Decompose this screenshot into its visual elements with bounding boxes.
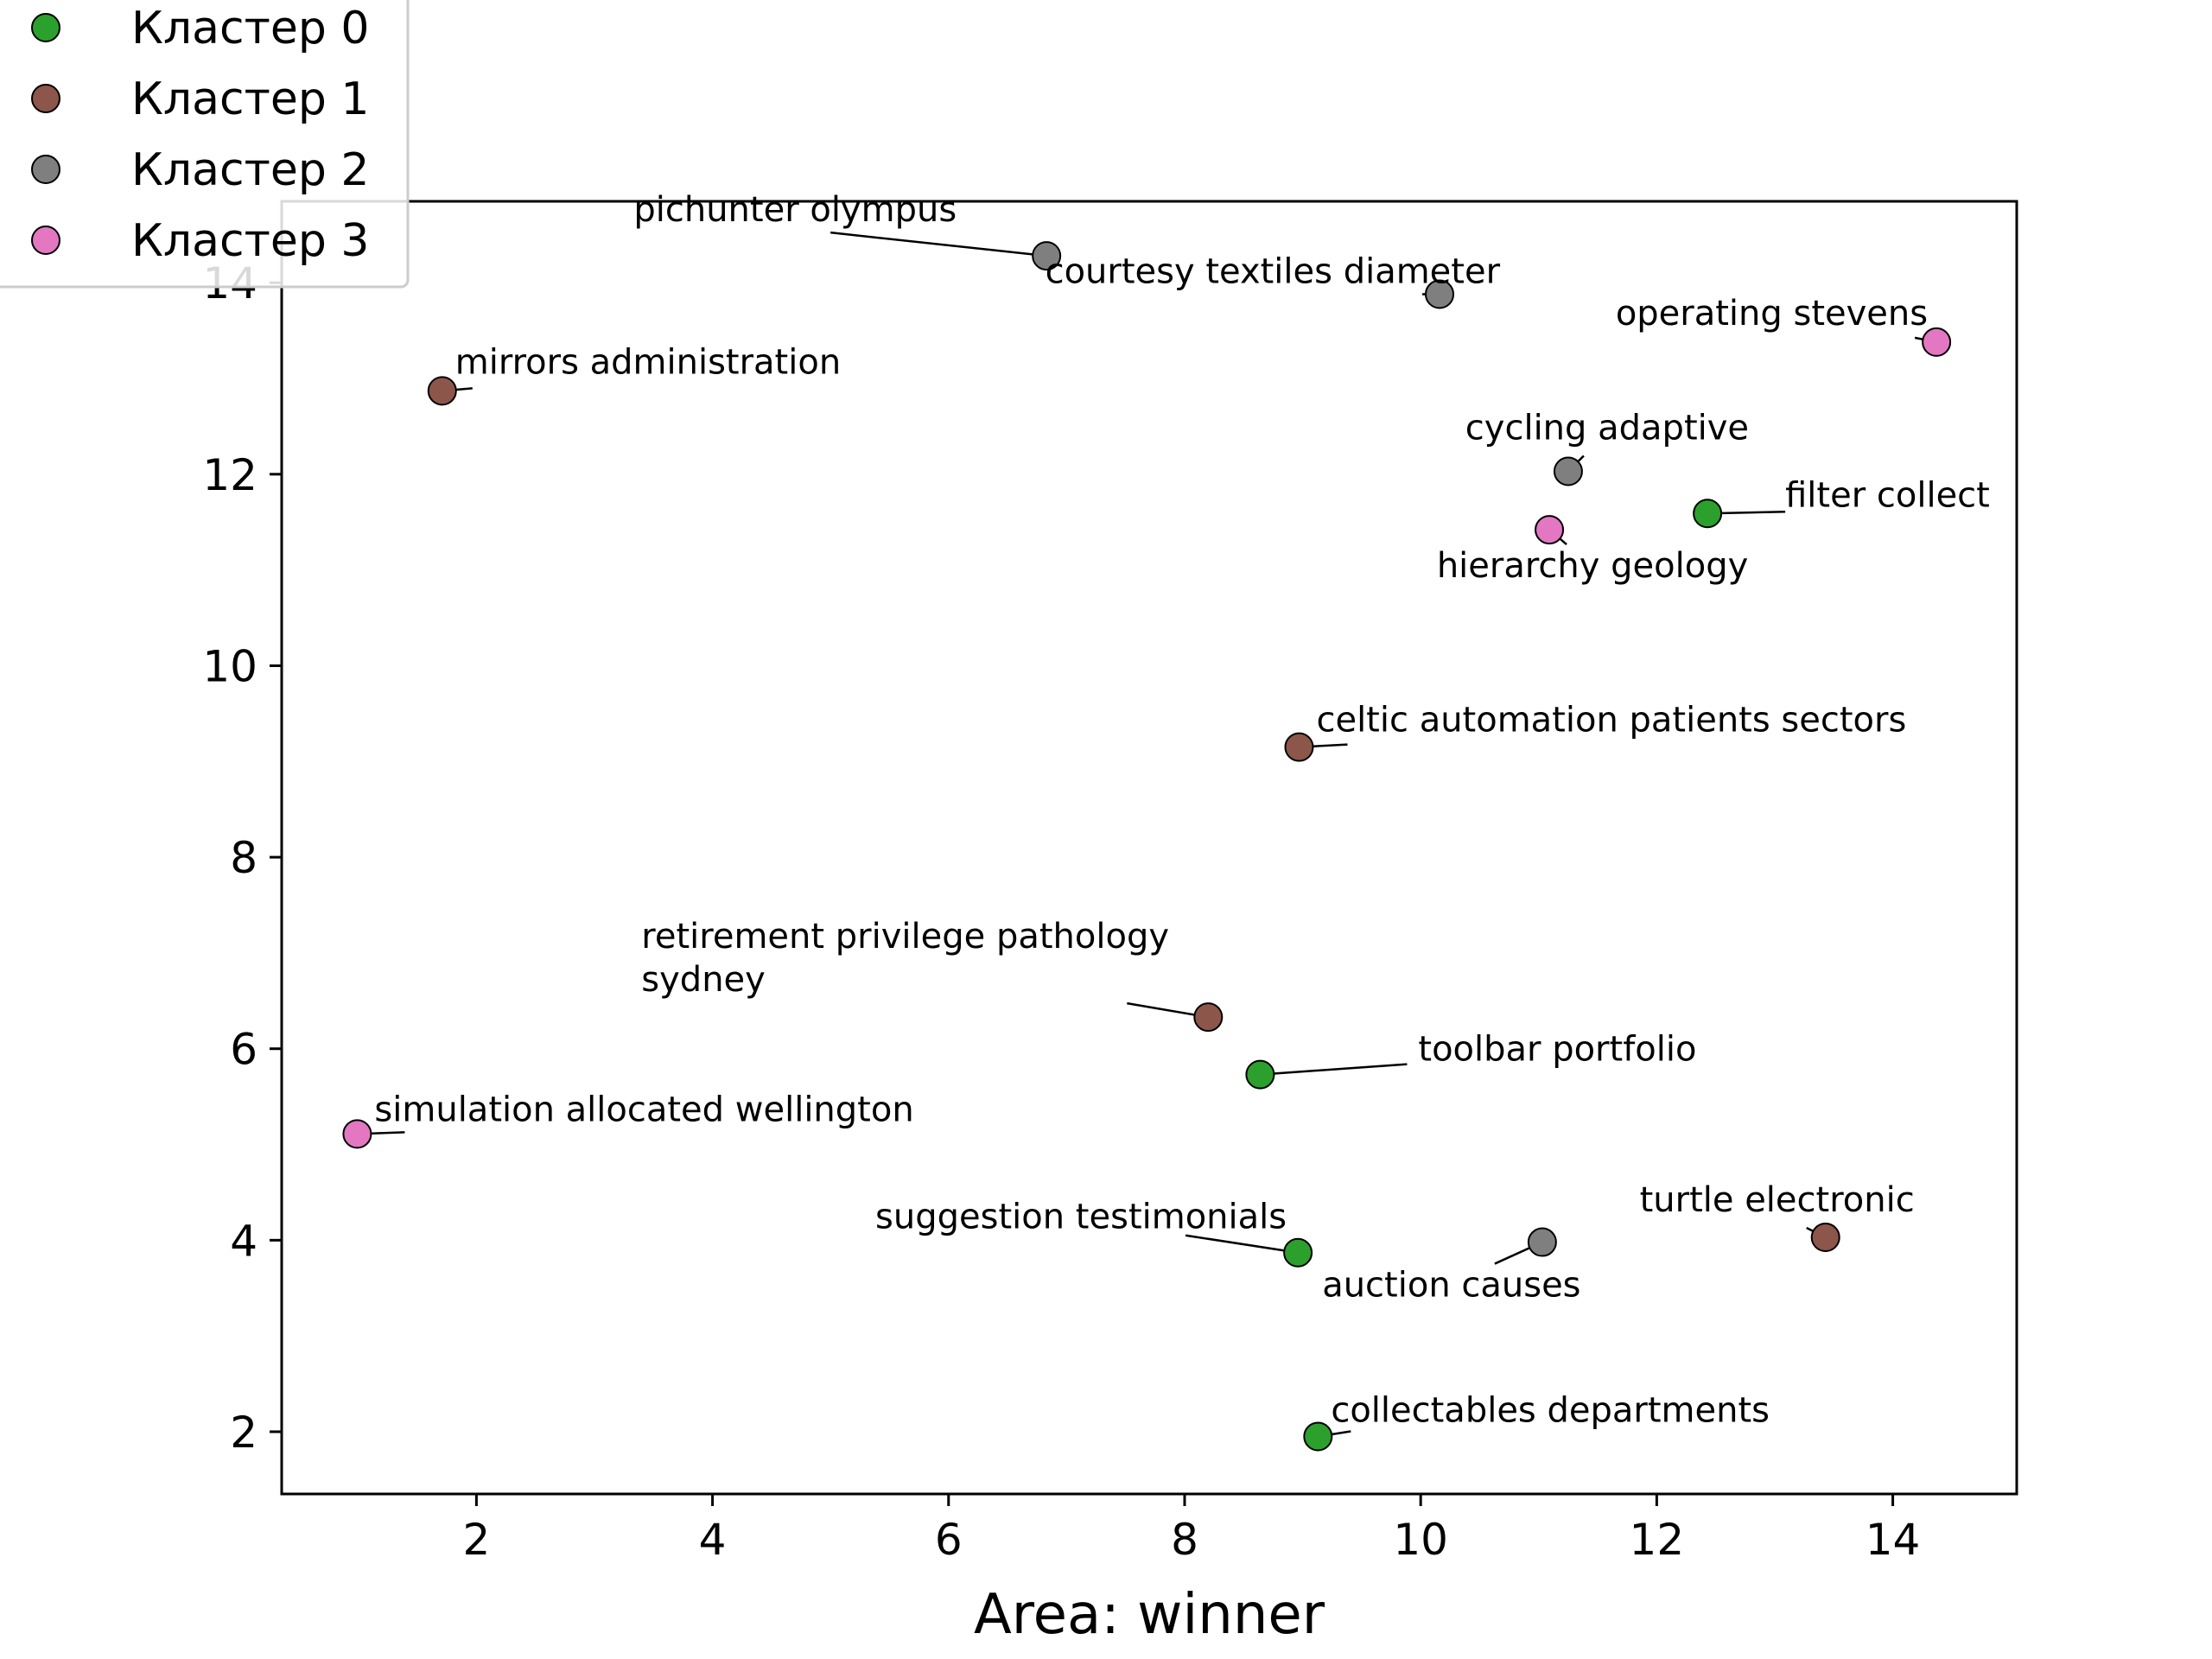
x-tick-label: 4 <box>699 1515 727 1565</box>
data-point <box>1527 1227 1557 1257</box>
data-point <box>1193 1002 1224 1033</box>
point-label: simulation allocated wellington <box>374 1090 913 1129</box>
data-point <box>1245 1059 1275 1090</box>
point-label: mirrors administration <box>455 342 841 382</box>
data-point <box>1283 1237 1313 1268</box>
x-tick-label: 8 <box>1171 1515 1198 1565</box>
data-point <box>1425 279 1455 309</box>
legend-marker <box>31 13 60 42</box>
x-axis-title: Area: winner <box>974 1583 1325 1647</box>
x-tick-label: 14 <box>1866 1515 1921 1565</box>
data-points <box>342 241 1952 1452</box>
data-point <box>342 1119 372 1149</box>
leader-line <box>1185 1234 1299 1254</box>
legend-marker <box>31 84 60 113</box>
point-label: retirement privilege pathology sydney <box>641 917 1169 1000</box>
data-point <box>1284 732 1314 762</box>
legend: Кластер 0 Кластер 1 Кластер 2 Кластер 3 <box>0 0 410 289</box>
data-point <box>427 376 457 406</box>
leader-line <box>830 231 1047 257</box>
point-label: auction causes <box>1322 1266 1580 1306</box>
point-label: operating stevens <box>1616 294 1928 334</box>
point-label: toolbar portfolio <box>1418 1030 1696 1070</box>
data-point <box>1922 327 1952 357</box>
plot-area <box>280 200 2018 1496</box>
point-labels: filter collect toolbar portfolio suggestio… <box>374 190 1989 1430</box>
point-label-line: retirement privilege pathology <box>641 917 1169 957</box>
point-label-line: sydney <box>641 960 766 1000</box>
legend-label: Кластер 1 <box>131 73 370 125</box>
legend-label: Кластер 0 <box>131 3 370 54</box>
legend-box <box>0 0 410 289</box>
data-point <box>1810 1223 1840 1253</box>
point-label: pichunter olympus <box>633 190 957 230</box>
point-label: celtic automation patients sectors <box>1316 701 1906 741</box>
data-point <box>1303 1421 1333 1452</box>
x-tick-label: 12 <box>1630 1515 1685 1565</box>
y-tick-label: 10 <box>202 641 257 691</box>
y-tick-label: 6 <box>230 1025 257 1075</box>
legend-marker <box>31 155 60 184</box>
x-tick-label: 10 <box>1393 1515 1448 1565</box>
legend-label: Кластер 2 <box>131 144 370 196</box>
point-label: hierarchy geology <box>1437 546 1748 586</box>
point-label: collectables departments <box>1331 1391 1770 1431</box>
y-tick-label: 4 <box>230 1216 257 1266</box>
data-point <box>1553 456 1583 486</box>
data-point <box>1535 515 1565 545</box>
y-tick-label: 12 <box>202 450 257 500</box>
legend-marker <box>31 226 60 255</box>
x-tick-label: 2 <box>462 1515 490 1565</box>
point-label: suggestion testimonials <box>875 1198 1287 1237</box>
legend-label: Кластер 3 <box>131 215 370 267</box>
point-label: courtesy textiles diameter <box>1046 251 1501 291</box>
y-tick-label: 2 <box>230 1408 257 1458</box>
point-label: filter collect <box>1785 475 1990 515</box>
leader-line <box>1260 1063 1408 1076</box>
point-label: turtle electronic <box>1640 1180 1915 1220</box>
x-tick-label: 6 <box>935 1515 963 1565</box>
x-axis: 2 4 6 8 10 12 14 <box>462 1494 1920 1565</box>
point-label: cycling adaptive <box>1465 408 1749 448</box>
data-point <box>1693 499 1723 529</box>
y-tick-label: 8 <box>230 833 257 883</box>
data-point <box>1032 241 1062 271</box>
